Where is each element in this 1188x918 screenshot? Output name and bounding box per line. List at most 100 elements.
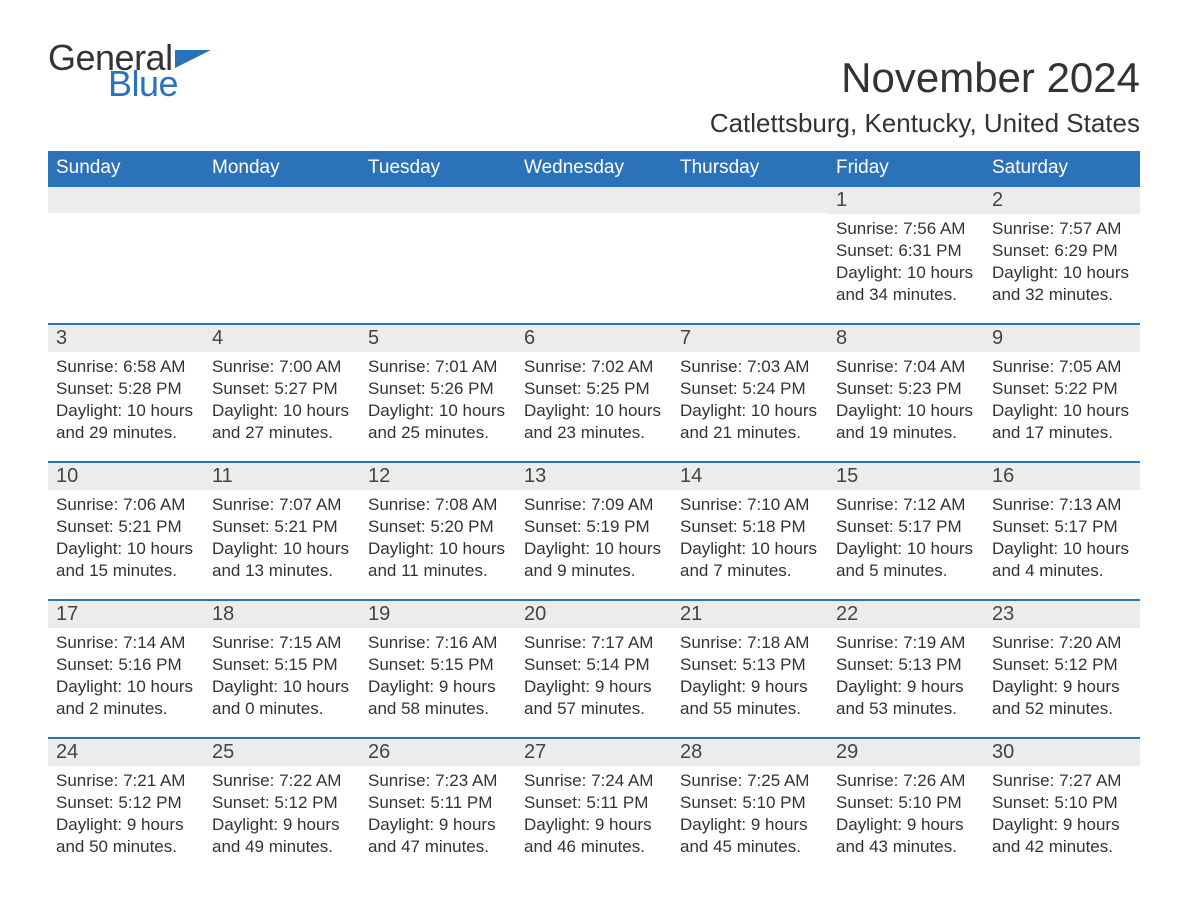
day-number: 6	[516, 325, 672, 352]
week-row: 1Sunrise: 7:56 AMSunset: 6:31 PMDaylight…	[48, 185, 1140, 323]
day-content: Sunrise: 7:05 AMSunset: 5:22 PMDaylight:…	[984, 352, 1140, 452]
day-number: 29	[828, 739, 984, 766]
day-cell: 7 Sunrise: 7:03 AMSunset: 5:24 PMDaylight…	[672, 325, 828, 461]
day-line: and 46 minutes.	[524, 836, 664, 858]
day-line: Sunset: 5:20 PM	[368, 516, 508, 538]
day-line: Daylight: 9 hours	[836, 676, 976, 698]
day-line: Daylight: 10 hours	[368, 400, 508, 422]
day-number: 17	[48, 601, 204, 628]
day-line: Daylight: 10 hours	[56, 538, 196, 560]
weekday-header: Tuesday	[360, 151, 516, 185]
day-line: Sunrise: 7:01 AM	[368, 356, 508, 378]
day-line: Sunrise: 7:20 AM	[992, 632, 1132, 654]
day-number: 13	[516, 463, 672, 490]
day-line: and 4 minutes.	[992, 560, 1132, 582]
day-line: Daylight: 9 hours	[212, 814, 352, 836]
day-cell: 8Sunrise: 7:04 AMSunset: 5:23 PMDaylight…	[828, 325, 984, 461]
day-line: Daylight: 9 hours	[992, 676, 1132, 698]
day-line: Sunrise: 7:56 AM	[836, 218, 976, 240]
day-content: Sunrise: 7:17 AMSunset: 5:14 PMDaylight:…	[516, 628, 672, 728]
day-cell: 20Sunrise: 7:17 AMSunset: 5:14 PMDayligh…	[516, 601, 672, 737]
day-line: Sunset: 5:12 PM	[56, 792, 196, 814]
day-line: Sunset: 5:10 PM	[836, 792, 976, 814]
day-cell: 3Sunrise: 6:58 AMSunset: 5:28 PMDaylight…	[48, 325, 204, 461]
day-line: Sunrise: 7:17 AM	[524, 632, 664, 654]
day-line: Daylight: 9 hours	[680, 676, 820, 698]
day-line: and 53 minutes.	[836, 698, 976, 720]
day-line: Sunset: 5:14 PM	[524, 654, 664, 676]
day-line: Sunrise: 7:21 AM	[56, 770, 196, 792]
weekday-header: Thursday	[672, 151, 828, 185]
day-line: Sunrise: 7:03 AM	[680, 356, 820, 378]
day-line: Sunrise: 7:27 AM	[992, 770, 1132, 792]
day-line: and 11 minutes.	[368, 560, 508, 582]
day-number: 7	[672, 325, 828, 352]
day-line: Sunset: 5:17 PM	[992, 516, 1132, 538]
day-line: and 5 minutes.	[836, 560, 976, 582]
day-number: 15	[828, 463, 984, 490]
weekday-header: Sunday	[48, 151, 204, 185]
day-content: Sunrise: 7:24 AMSunset: 5:11 PMDaylight:…	[516, 766, 672, 866]
week-row: 3Sunrise: 6:58 AMSunset: 5:28 PMDaylight…	[48, 323, 1140, 461]
day-line: Sunrise: 7:05 AM	[992, 356, 1132, 378]
day-line: and 43 minutes.	[836, 836, 976, 858]
page-title: November 2024	[841, 54, 1140, 102]
day-number: 12	[360, 463, 516, 490]
day-cell: 18Sunrise: 7:15 AMSunset: 5:15 PMDayligh…	[204, 601, 360, 737]
day-line: Sunrise: 7:08 AM	[368, 494, 508, 516]
day-content: Sunrise: 7:13 AMSunset: 5:17 PMDaylight:…	[984, 490, 1140, 590]
day-line: and 42 minutes.	[992, 836, 1132, 858]
day-content: Sunrise: 7:27 AMSunset: 5:10 PMDaylight:…	[984, 766, 1140, 866]
day-cell: 11Sunrise: 7:07 AMSunset: 5:21 PMDayligh…	[204, 463, 360, 599]
day-line: Daylight: 10 hours	[992, 262, 1132, 284]
day-line: Daylight: 10 hours	[836, 538, 976, 560]
day-cell: 14Sunrise: 7:10 AMSunset: 5:18 PMDayligh…	[672, 463, 828, 599]
day-line: Sunrise: 7:25 AM	[680, 770, 820, 792]
day-line: and 52 minutes.	[992, 698, 1132, 720]
day-line: and 58 minutes.	[368, 698, 508, 720]
day-content: Sunrise: 7:14 AMSunset: 5:16 PMDaylight:…	[48, 628, 204, 728]
day-line: Sunrise: 7:09 AM	[524, 494, 664, 516]
day-line: and 21 minutes.	[680, 422, 820, 444]
day-line: Daylight: 10 hours	[212, 400, 352, 422]
day-line: Sunrise: 7:02 AM	[524, 356, 664, 378]
weekday-header: Saturday	[984, 151, 1140, 185]
day-line: and 34 minutes.	[836, 284, 976, 306]
day-number: 11	[204, 463, 360, 490]
day-line: Daylight: 10 hours	[836, 262, 976, 284]
day-line: Sunset: 5:17 PM	[836, 516, 976, 538]
day-line: Daylight: 9 hours	[368, 814, 508, 836]
day-content: Sunrise: 7:00 AMSunset: 5:27 PMDaylight:…	[204, 352, 360, 452]
day-line: and 47 minutes.	[368, 836, 508, 858]
day-line: Sunrise: 7:19 AM	[836, 632, 976, 654]
day-line: and 0 minutes.	[212, 698, 352, 720]
day-number: 28	[672, 739, 828, 766]
day-cell: 19Sunrise: 7:16 AMSunset: 5:15 PMDayligh…	[360, 601, 516, 737]
day-content: Sunrise: 7:57 AMSunset: 6:29 PMDaylight:…	[984, 214, 1140, 314]
day-cell: 27Sunrise: 7:24 AMSunset: 5:11 PMDayligh…	[516, 739, 672, 875]
day-line: Sunset: 5:24 PM	[680, 378, 820, 400]
header: General Blue November 2024	[48, 40, 1140, 102]
day-line: Sunset: 5:27 PM	[212, 378, 352, 400]
day-line: Sunset: 5:12 PM	[992, 654, 1132, 676]
day-line: Daylight: 10 hours	[56, 400, 196, 422]
day-content: Sunrise: 7:08 AMSunset: 5:20 PMDaylight:…	[360, 490, 516, 590]
day-number	[516, 187, 672, 213]
day-line: Daylight: 9 hours	[524, 676, 664, 698]
day-cell: 9Sunrise: 7:05 AMSunset: 5:22 PMDaylight…	[984, 325, 1140, 461]
day-line: Sunrise: 7:13 AM	[992, 494, 1132, 516]
logo-text-blue: Blue	[108, 66, 211, 102]
day-number: 8	[828, 325, 984, 352]
day-line: Sunrise: 7:10 AM	[680, 494, 820, 516]
day-line: Sunrise: 6:58 AM	[56, 356, 196, 378]
day-line: Sunset: 5:10 PM	[992, 792, 1132, 814]
day-number: 10	[48, 463, 204, 490]
day-line: Daylight: 10 hours	[680, 400, 820, 422]
day-number	[204, 187, 360, 213]
day-line: Sunrise: 7:26 AM	[836, 770, 976, 792]
day-line: and 19 minutes.	[836, 422, 976, 444]
day-line: Sunset: 5:18 PM	[680, 516, 820, 538]
day-content: Sunrise: 7:21 AMSunset: 5:12 PMDaylight:…	[48, 766, 204, 866]
day-cell: 28Sunrise: 7:25 AMSunset: 5:10 PMDayligh…	[672, 739, 828, 875]
day-cell	[672, 187, 828, 323]
